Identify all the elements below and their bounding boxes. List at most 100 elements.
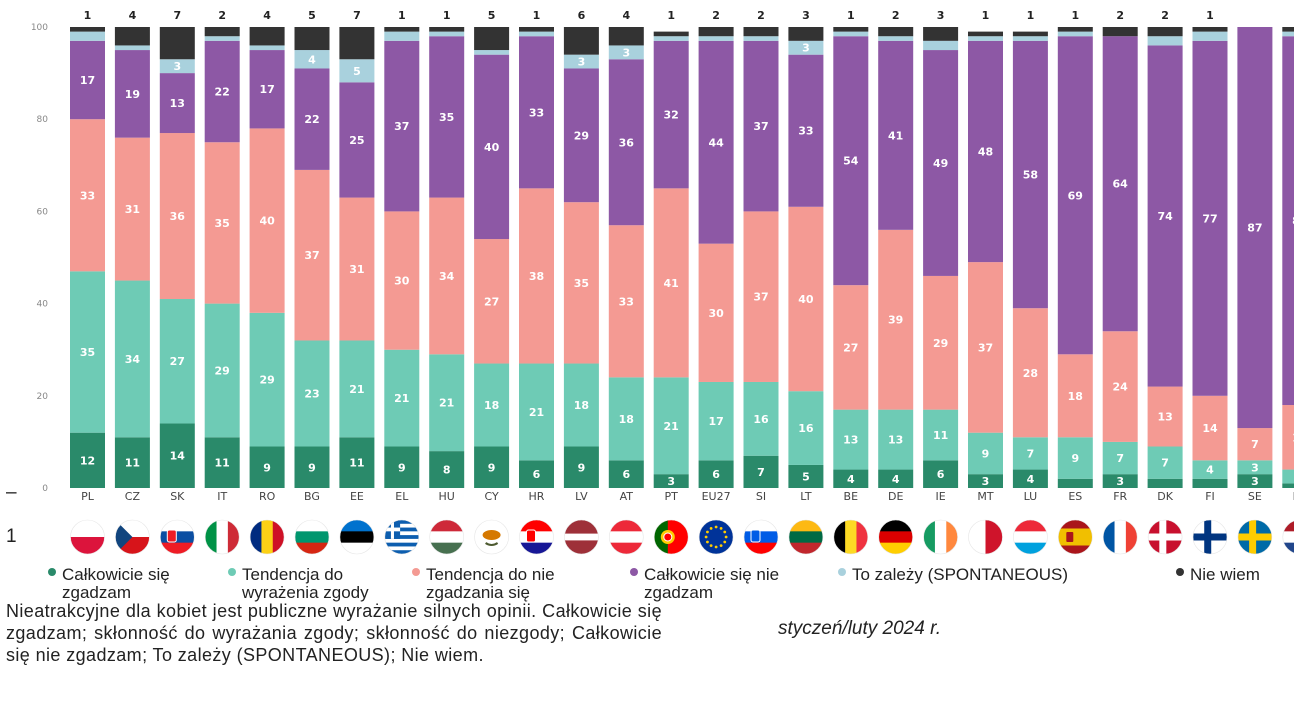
bar-segment <box>1102 27 1138 37</box>
segment-label: 4 <box>892 473 900 486</box>
bar-segment <box>1147 36 1183 46</box>
dont-know-label: 1 <box>84 9 92 22</box>
bar-segment <box>653 36 689 41</box>
flag-outline <box>1282 520 1294 554</box>
chart-note: Nieatrakcyjne dla kobiet jest publiczne … <box>6 601 662 665</box>
legend-dot-icon <box>48 568 56 576</box>
flag-part <box>429 531 464 544</box>
survey-date: styczeń/luty 2024 r. <box>778 618 941 639</box>
bar-segment <box>204 142 240 304</box>
dont-know-label: 4 <box>263 9 271 22</box>
flag-part <box>384 523 419 528</box>
flag-outline <box>653 519 689 555</box>
bar-segment <box>339 340 375 438</box>
dont-know-label: 1 <box>533 9 541 22</box>
bar-segment <box>563 27 599 55</box>
y-tick-label: 60 <box>37 207 49 217</box>
bar-segment <box>249 446 285 488</box>
bar-segment <box>653 377 689 475</box>
segment-label: 29 <box>215 364 230 377</box>
segment-label: 21 <box>394 392 409 405</box>
bar-segment <box>1237 460 1273 475</box>
bar-segment <box>563 68 599 203</box>
flag-hu-icon <box>429 519 465 555</box>
flag-part <box>934 520 947 554</box>
bar-segment <box>968 432 1003 475</box>
flag-part <box>788 542 823 554</box>
flag-outline <box>608 519 644 555</box>
bar-segment <box>474 54 510 240</box>
flag-part <box>1013 531 1048 544</box>
flag-eu27-icon <box>698 519 734 555</box>
flag-de-icon <box>878 519 914 555</box>
segment-label: 23 <box>304 387 319 400</box>
flag-part <box>339 531 374 544</box>
bar-segment <box>878 40 914 230</box>
segment-label: 27 <box>170 355 185 368</box>
category-label: LV <box>575 490 588 503</box>
bar-segment <box>384 40 420 212</box>
segment-label: 27 <box>484 295 499 308</box>
legend-dot-icon <box>630 568 638 576</box>
flag-part <box>663 532 673 542</box>
flag-part <box>429 542 464 554</box>
bar-segment <box>923 275 959 410</box>
bar-segment <box>474 446 510 488</box>
bar-segment <box>474 363 510 447</box>
flag-fill <box>295 520 329 554</box>
bar-segment <box>384 211 420 350</box>
bar-segment <box>204 437 240 488</box>
flag-part <box>609 520 644 532</box>
bar-segment <box>1147 478 1183 488</box>
flag-lu-icon <box>1013 519 1048 555</box>
bar-segment <box>204 40 240 143</box>
flag-part <box>719 544 723 548</box>
y-tick-label: 20 <box>37 392 49 402</box>
segment-label: 44 <box>708 136 724 149</box>
segment-label: 13 <box>888 434 903 447</box>
bar-segment <box>833 27 869 32</box>
segment-label: 12 <box>80 454 95 467</box>
segment-label: 9 <box>488 461 496 474</box>
legend-label: Całkowicie się zgadzam <box>62 565 170 602</box>
bar-segment <box>159 27 195 60</box>
segment-label: 34 <box>125 353 141 366</box>
bar-segment <box>339 27 375 60</box>
bar-segment <box>1237 428 1273 461</box>
bar-segment <box>608 377 644 461</box>
bar-segment <box>878 36 914 41</box>
bar-segment <box>429 36 465 198</box>
dont-know-label: 3 <box>937 9 945 22</box>
segment-label: 29 <box>259 374 274 387</box>
flag-fill <box>339 520 374 554</box>
segment-label: 37 <box>753 120 768 133</box>
dont-know-label: 2 <box>892 9 900 22</box>
bar-segment <box>833 285 869 410</box>
category-label: DK <box>1157 490 1173 503</box>
bar-segment <box>968 36 1003 41</box>
flag-fill <box>1282 520 1294 554</box>
bar-segment <box>519 460 554 488</box>
flag-part <box>384 546 419 551</box>
category-label: AT <box>620 490 634 503</box>
flag-outline <box>1192 519 1228 555</box>
bar-segment <box>70 40 105 120</box>
bar-segment <box>833 469 869 488</box>
bar-segment <box>339 59 375 83</box>
bar-segment <box>923 460 959 488</box>
segment-label: 19 <box>125 88 140 101</box>
flag-ie-icon <box>923 519 958 555</box>
flag-part <box>609 531 644 544</box>
segment-label: 33 <box>80 189 95 202</box>
segment-label: 22 <box>304 113 319 126</box>
flag-part <box>1103 520 1116 554</box>
bar-segment <box>698 36 734 41</box>
category-label: LU <box>1024 490 1038 503</box>
segment-label: 9 <box>1071 452 1079 465</box>
flag-part <box>946 520 958 554</box>
flag-fill <box>115 520 150 554</box>
bar-segment <box>429 197 465 355</box>
bar-segment <box>788 40 824 55</box>
